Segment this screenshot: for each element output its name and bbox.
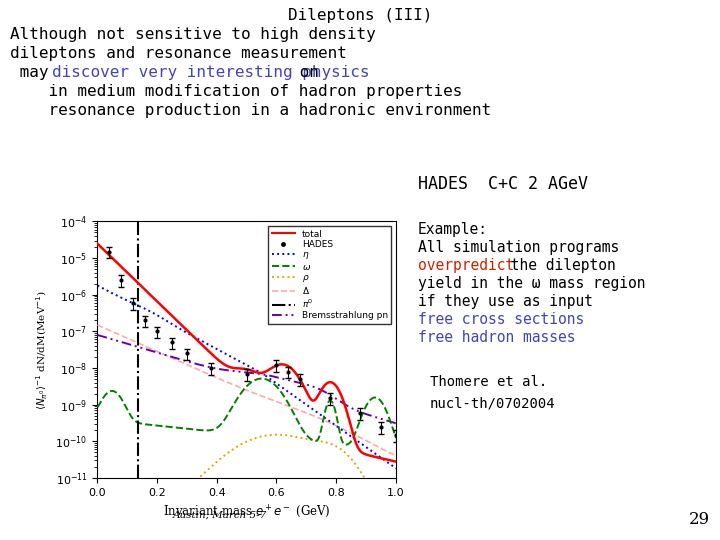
- Text: free hadron masses: free hadron masses: [418, 330, 575, 345]
- Text: the dilepton: the dilepton: [502, 258, 616, 273]
- Text: yield in the ω mass region: yield in the ω mass region: [418, 276, 646, 291]
- Line: Bremsstrahlung pn: Bremsstrahlung pn: [97, 335, 402, 425]
- total: [210, 353, 219, 360]
- Text: Dileptons (III): Dileptons (III): [288, 8, 432, 23]
- Text: HADES  C+C 2 AGeV: HADES C+C 2 AGeV: [418, 175, 588, 193]
- $\Delta$: [392, 453, 400, 459]
- Bremsstrahlung pn: [210, 365, 219, 372]
- $\Delta$: [359, 436, 367, 442]
- Bremsstrahlung pn: [359, 410, 367, 416]
- $\omega$: [93, 404, 102, 410]
- Text: free cross sections: free cross sections: [418, 312, 584, 327]
- Text: on: on: [290, 65, 319, 80]
- $\rho$: [381, 511, 390, 518]
- Legend: total, HADES, $\eta$, $\omega$, $\rho$, $\Delta$, $\pi^0$, Bremsstrahlung pn: total, HADES, $\eta$, $\omega$, $\rho$, …: [269, 226, 392, 324]
- $\Delta$: [146, 345, 155, 352]
- $\omega$: [257, 375, 266, 382]
- $\rho$: [397, 511, 406, 518]
- $\rho$: [93, 478, 102, 485]
- total: [392, 458, 400, 465]
- Line: $\omega$: $\omega$: [97, 379, 402, 449]
- Text: discover very interesting physics: discover very interesting physics: [52, 65, 369, 80]
- X-axis label: Invariant mass $e^+e^-$ (GeV): Invariant mass $e^+e^-$ (GeV): [163, 503, 330, 519]
- Text: dileptons and resonance measurement: dileptons and resonance measurement: [10, 46, 347, 61]
- $\omega$: [210, 426, 219, 433]
- total: [128, 274, 137, 281]
- Y-axis label: $\langle N_{\pi^0}\rangle^{-1}$ dN/dM(MeV$^{-1}$): $\langle N_{\pi^0}\rangle^{-1}$ dN/dM(Me…: [35, 289, 50, 410]
- $\Delta$: [210, 373, 219, 380]
- $\eta$: [146, 308, 155, 315]
- $\eta$: [128, 300, 137, 306]
- $\eta$: [223, 352, 232, 358]
- Line: $\eta$: $\eta$: [97, 286, 402, 472]
- $\omega$: [146, 422, 155, 428]
- Text: in medium modification of hadron properties: in medium modification of hadron propert…: [10, 84, 462, 99]
- $\eta$: [359, 442, 367, 448]
- Bremsstrahlung pn: [392, 420, 400, 427]
- $\Delta$: [223, 379, 232, 386]
- $\rho$: [272, 431, 281, 438]
- Line: total: total: [97, 244, 402, 463]
- total: [359, 450, 367, 456]
- Text: 29: 29: [689, 511, 710, 528]
- $\omega$: [128, 415, 137, 421]
- $\Delta$: [128, 337, 137, 343]
- $\omega$: [223, 412, 232, 418]
- total: [146, 292, 155, 298]
- $\rho$: [392, 511, 400, 518]
- $\omega$: [397, 446, 406, 452]
- Text: Austin, March 5-7: Austin, March 5-7: [173, 511, 267, 520]
- Text: All simulation programs: All simulation programs: [418, 240, 619, 255]
- Bremsstrahlung pn: [397, 422, 406, 428]
- Text: overpredict: overpredict: [418, 258, 514, 273]
- $\Delta$: [397, 456, 406, 462]
- Line: $\Delta$: $\Delta$: [97, 325, 402, 459]
- Line: $\rho$: $\rho$: [97, 435, 402, 515]
- $\eta$: [210, 345, 219, 351]
- Text: Thomere et al.: Thomere et al.: [430, 375, 547, 389]
- $\Delta$: [93, 322, 102, 328]
- $\rho$: [146, 488, 155, 494]
- $\eta$: [397, 469, 406, 476]
- $\omega$: [359, 409, 368, 415]
- Bremsstrahlung pn: [223, 367, 232, 374]
- Text: nucl-th/0702004: nucl-th/0702004: [430, 396, 556, 410]
- $\eta$: [93, 282, 102, 289]
- Bremsstrahlung pn: [128, 342, 137, 348]
- $\rho$: [223, 450, 232, 456]
- $\eta$: [392, 465, 400, 471]
- $\rho$: [128, 484, 137, 491]
- Text: Although not sensitive to high density: Although not sensitive to high density: [10, 27, 376, 42]
- $\omega$: [392, 435, 400, 441]
- $\rho$: [359, 472, 368, 479]
- total: [223, 363, 232, 369]
- Text: resonance production in a hadronic environment: resonance production in a hadronic envir…: [10, 103, 491, 118]
- Text: may: may: [10, 65, 58, 80]
- total: [93, 240, 102, 247]
- Text: if they use as input: if they use as input: [418, 294, 593, 309]
- Bremsstrahlung pn: [93, 332, 102, 338]
- Text: Example:: Example:: [418, 222, 488, 237]
- Bremsstrahlung pn: [146, 347, 155, 354]
- $\rho$: [210, 461, 219, 467]
- total: [397, 460, 406, 466]
